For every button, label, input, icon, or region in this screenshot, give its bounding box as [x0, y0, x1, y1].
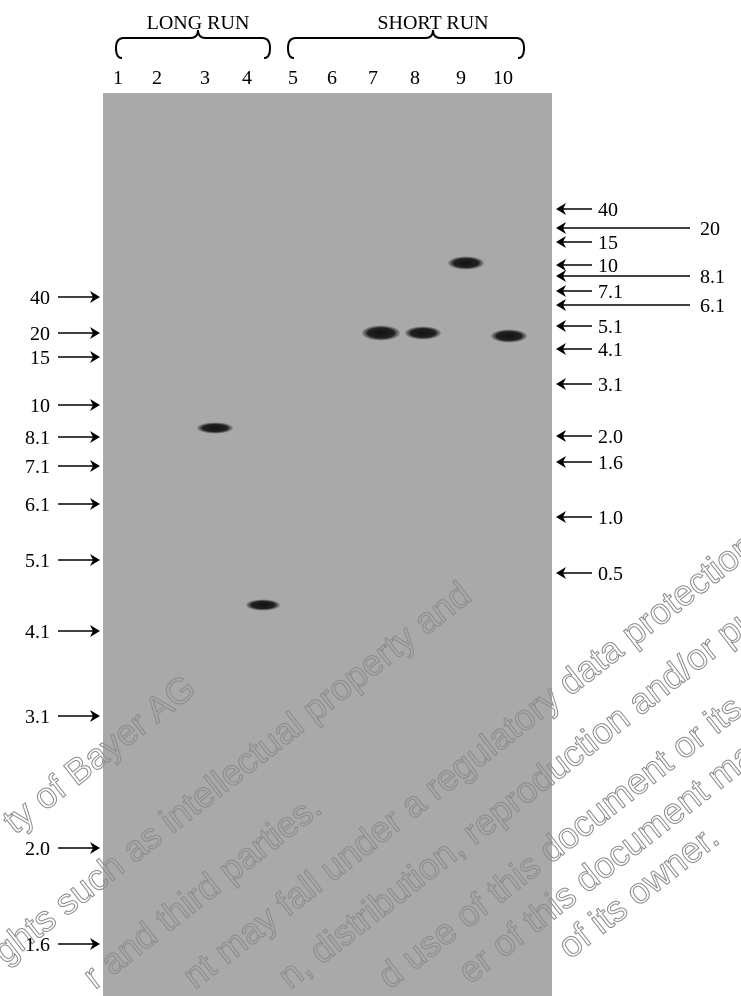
lane-label: 4 [242, 67, 252, 89]
band [405, 327, 441, 340]
figure: ty of Bayer AGghts such as intellectual … [0, 0, 741, 996]
band [197, 423, 233, 434]
marker-label: 1.6 [25, 934, 50, 956]
lane-label: 9 [456, 67, 466, 89]
lane-label: 5 [288, 67, 298, 89]
marker-label: 15 [30, 347, 50, 369]
marker-label: 7.1 [25, 456, 50, 478]
band [362, 326, 400, 341]
marker-label: 4.1 [25, 621, 50, 643]
bracket [288, 30, 524, 58]
marker-label: 3.1 [598, 374, 623, 396]
marker-label: 2.0 [598, 426, 623, 448]
group-label: SHORT RUN [377, 12, 488, 34]
bracket [116, 30, 270, 58]
marker-label: 5.1 [25, 550, 50, 572]
marker-label: 20 [30, 323, 50, 345]
marker-label: 2.0 [25, 838, 50, 860]
marker-label: 1.6 [598, 452, 623, 474]
lane-label: 3 [200, 67, 210, 89]
marker-label: 8.1 [25, 427, 50, 449]
marker-label: 10 [598, 255, 618, 277]
lane-label: 7 [368, 67, 378, 89]
band [491, 330, 527, 343]
marker-label: 40 [30, 287, 50, 309]
marker-label: 6.1 [25, 494, 50, 516]
marker-label: 0.5 [598, 563, 623, 585]
group-label: LONG RUN [147, 12, 250, 34]
marker-label: 20 [700, 218, 720, 240]
marker-label: 15 [598, 232, 618, 254]
lane-label: 6 [327, 67, 337, 89]
marker-label: 40 [598, 199, 618, 221]
band [448, 257, 484, 270]
lane-label: 1 [113, 67, 123, 89]
lane-label: 8 [410, 67, 420, 89]
marker-label: 8.1 [700, 266, 725, 288]
marker-label: 1.0 [598, 507, 623, 529]
marker-label: 7.1 [598, 281, 623, 303]
band [246, 600, 280, 611]
marker-label: 6.1 [700, 295, 725, 317]
lane-label: 10 [493, 67, 513, 89]
marker-label: 5.1 [598, 316, 623, 338]
marker-label: 3.1 [25, 706, 50, 728]
lane-label: 2 [152, 67, 162, 89]
marker-label: 4.1 [598, 339, 623, 361]
marker-label: 10 [30, 395, 50, 417]
